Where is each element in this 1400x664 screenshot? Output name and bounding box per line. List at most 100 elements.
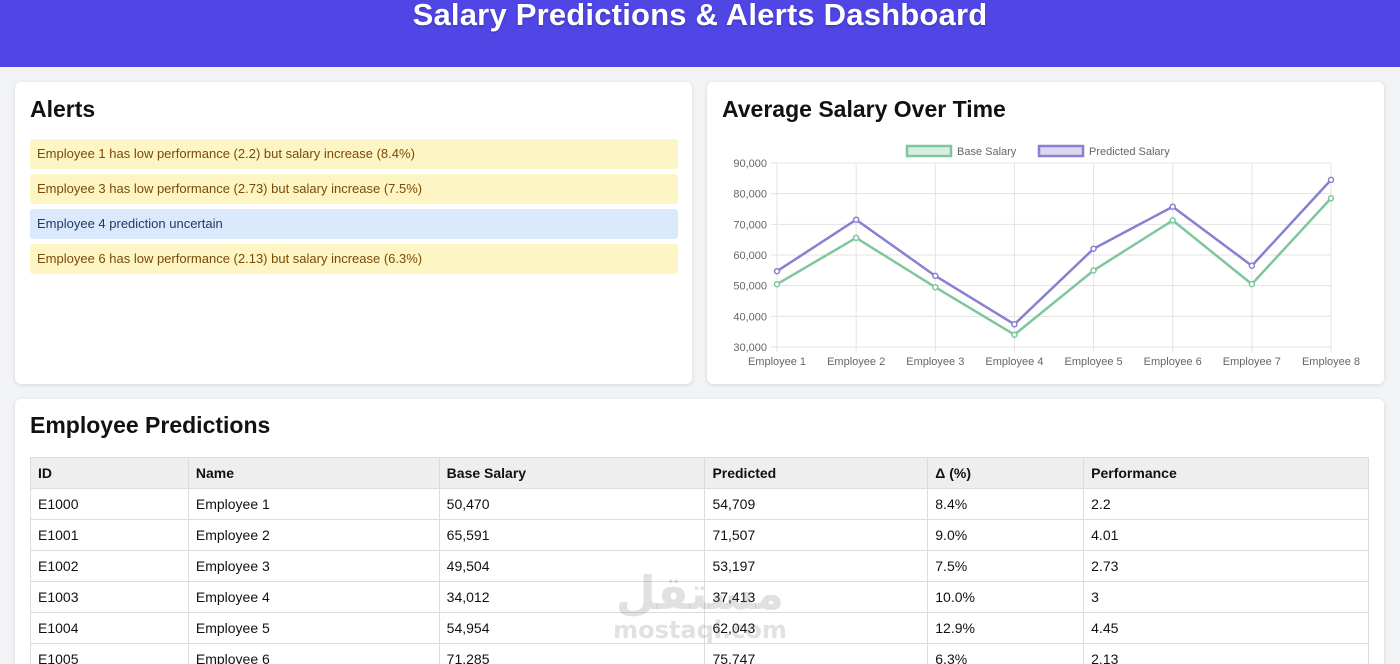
column-header-predicted[interactable]: Predicted xyxy=(704,457,929,489)
legend-label: Base Salary xyxy=(957,146,1017,158)
table-row[interactable]: E1003 Employee 4 34,012 37,413 10.0% 3 xyxy=(30,581,1369,613)
x-tick-label: Employee 8 xyxy=(1302,356,1360,368)
cell-name: Employee 5 xyxy=(187,612,440,644)
data-point xyxy=(1011,321,1018,328)
column-header-performance[interactable]: Performance xyxy=(1083,457,1369,489)
column-header-id[interactable]: ID xyxy=(30,457,189,489)
legend-swatch xyxy=(905,144,953,158)
cell-name: Employee 3 xyxy=(187,550,440,582)
predictions-table-wrap: ID Name Base Salary Predicted Δ (%) Perf… xyxy=(30,457,1369,664)
chart-card: Average Salary Over Time 90,000 80,000 70,… xyxy=(707,82,1384,384)
table-row[interactable]: E1004 Employee 5 54,954 62,043 12.9% 4.4… xyxy=(30,612,1369,644)
cell-delta: 12.9% xyxy=(927,612,1085,644)
cell-name: Employee 1 xyxy=(187,488,440,520)
cell-base-salary: 50,470 xyxy=(438,488,706,520)
table-row[interactable]: E1005 Employee 6 71,285 75,747 6.3% 2.13 xyxy=(30,643,1369,664)
cell-delta: 10.0% xyxy=(927,581,1085,613)
cell-id: E1000 xyxy=(30,488,189,520)
data-point xyxy=(1169,217,1176,224)
data-point xyxy=(852,234,860,242)
table-row[interactable]: E1000 Employee 1 50,470 54,709 8.4% 2.2 xyxy=(30,488,1369,520)
data-point xyxy=(932,283,939,291)
predictions-title: Employee Predictions xyxy=(30,412,271,438)
data-point xyxy=(1090,245,1097,252)
table-row[interactable]: E1001 Employee 2 65,591 71,507 9.0% 4.01 xyxy=(30,519,1369,551)
x-tick-label: Employee 1 xyxy=(748,356,806,368)
page-title: Salary Predictions & Alerts Dashboard xyxy=(412,0,988,32)
data-point xyxy=(852,216,860,223)
column-header-name[interactable]: Name xyxy=(187,457,440,489)
predictions-card: Employee Predictions ID Name Base Salary… xyxy=(15,399,1384,664)
cell-performance: 2.2 xyxy=(1083,488,1369,520)
y-tick-label: 90,000 xyxy=(733,158,767,170)
cell-base-salary: 65,591 xyxy=(438,519,706,551)
cell-base-salary: 54,954 xyxy=(438,612,706,644)
data-point xyxy=(1327,195,1335,202)
data-point xyxy=(1090,267,1097,274)
cell-performance: 2.73 xyxy=(1083,550,1369,582)
cell-id: E1003 xyxy=(30,581,189,613)
cell-id: E1005 xyxy=(30,643,189,664)
y-tick-label: 30,000 xyxy=(733,342,767,354)
table-row[interactable]: E1002 Employee 3 49,504 53,197 7.5% 2.73 xyxy=(30,550,1369,582)
cell-base-salary: 49,504 xyxy=(438,550,706,582)
data-point xyxy=(932,272,939,280)
x-tick-label: Employee 7 xyxy=(1223,356,1281,368)
predictions-table: ID Name Base Salary Predicted Δ (%) Perf… xyxy=(30,457,1369,664)
alerts-card: Alerts Employee 1 has low performance (2… xyxy=(15,82,692,384)
x-tick-label: Employee 6 xyxy=(1144,356,1202,368)
x-tick-label: Employee 4 xyxy=(985,356,1043,368)
series-line xyxy=(776,197,1332,336)
cell-predicted: 53,197 xyxy=(704,550,929,582)
cell-name: Employee 2 xyxy=(187,519,440,551)
page-header: Salary Predictions & Alerts Dashboard xyxy=(0,0,1400,67)
cell-name: Employee 4 xyxy=(187,581,440,613)
data-point xyxy=(773,267,781,275)
column-header-delta[interactable]: Δ (%) xyxy=(927,457,1085,489)
cell-performance: 4.01 xyxy=(1083,519,1369,551)
cell-delta: 6.3% xyxy=(927,643,1085,664)
series-line xyxy=(776,179,1332,326)
data-point xyxy=(1169,203,1176,210)
x-tick-label: Employee 5 xyxy=(1065,356,1123,368)
cell-id: E1002 xyxy=(30,550,189,582)
salary-line-chart: 90,000 80,000 70,000 60,000 50,000 40,000 30,0… xyxy=(733,144,1360,368)
cell-name: Employee 6 xyxy=(187,643,440,664)
y-tick-label: 70,000 xyxy=(733,219,767,231)
data-point xyxy=(1248,262,1256,269)
chart-title: Average Salary Over Time xyxy=(722,96,1006,122)
data-point xyxy=(1011,331,1018,338)
y-tick-label: 60,000 xyxy=(733,250,767,262)
y-tick-label: 50,000 xyxy=(733,281,767,293)
x-tick-label: Employee 2 xyxy=(827,356,885,368)
cell-predicted: 54,709 xyxy=(704,488,929,520)
alerts-title: Alerts xyxy=(30,96,96,122)
data-point xyxy=(1248,280,1256,288)
cell-performance: 2.13 xyxy=(1083,643,1369,664)
cell-performance: 4.45 xyxy=(1083,612,1369,644)
alert-list: Employee 1 has low performance (2.2) but… xyxy=(30,139,678,279)
cell-id: E1004 xyxy=(30,612,189,644)
x-tick-label: Employee 3 xyxy=(906,356,964,368)
cell-performance: 3 xyxy=(1083,581,1369,613)
y-tick-label: 40,000 xyxy=(733,311,767,323)
alert-item: Employee 1 has low performance (2.2) but… xyxy=(30,139,678,169)
cell-predicted: 62,043 xyxy=(704,612,929,644)
cell-predicted: 75,747 xyxy=(704,643,929,664)
alert-item: Employee 6 has low performance (2.13) bu… xyxy=(30,244,678,274)
legend-swatch xyxy=(1037,144,1085,158)
table-header-row: ID Name Base Salary Predicted Δ (%) Perf… xyxy=(30,457,1369,489)
cell-delta: 7.5% xyxy=(927,550,1085,582)
cell-base-salary: 71,285 xyxy=(438,643,706,664)
alert-item: Employee 4 prediction uncertain xyxy=(30,209,678,239)
y-tick-label: 80,000 xyxy=(733,189,767,201)
cell-predicted: 37,413 xyxy=(704,581,929,613)
alert-item: Employee 3 has low performance (2.73) bu… xyxy=(30,174,678,204)
legend-label: Predicted Salary xyxy=(1089,146,1170,158)
cell-predicted: 71,507 xyxy=(704,519,929,551)
data-point xyxy=(773,280,781,288)
cell-delta: 8.4% xyxy=(927,488,1085,520)
cell-delta: 9.0% xyxy=(927,519,1085,551)
data-point xyxy=(1327,176,1335,184)
column-header-base-salary[interactable]: Base Salary xyxy=(438,457,706,489)
